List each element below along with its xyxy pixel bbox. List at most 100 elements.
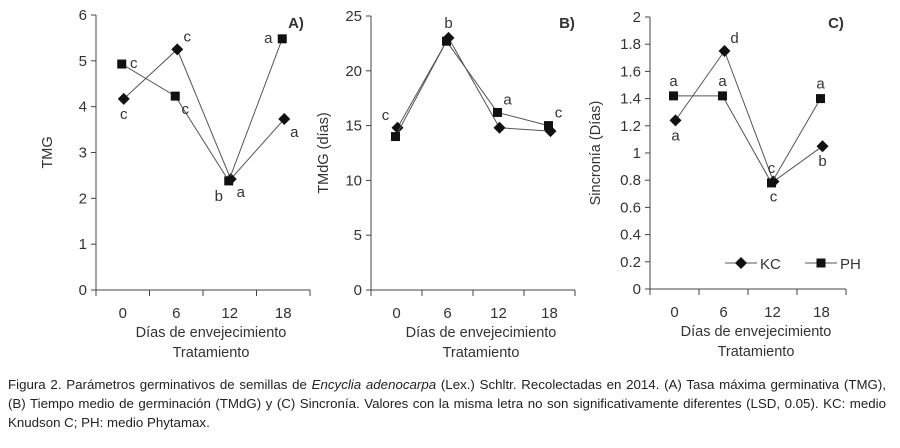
x-tick-label: 12 — [764, 304, 781, 321]
data-point-KC — [718, 45, 731, 57]
series-line-KC — [397, 36, 551, 132]
significance-letter: c — [770, 189, 778, 206]
y-tick-label: 0 — [79, 282, 87, 299]
x-tick-label: 0 — [119, 305, 127, 322]
significance-letter: c — [182, 101, 190, 118]
series-line-PH — [121, 38, 283, 183]
data-point-PH — [170, 91, 180, 101]
y-axis-label: Sincronía (Días) — [588, 101, 604, 206]
significance-letter: c — [130, 55, 138, 72]
data-point-KC — [816, 140, 829, 153]
significance-letter: a — [671, 127, 680, 144]
legend-label: PH — [840, 256, 861, 273]
y-tick-label: 3 — [79, 145, 87, 162]
x-axis-label-2: Tratamiento — [443, 345, 520, 361]
x-tick-label: 0 — [670, 304, 678, 321]
y-tick-label: 1.4 — [620, 91, 641, 108]
y-tick-label: 5 — [79, 53, 87, 70]
data-point-KC — [171, 43, 184, 56]
x-tick-label: 18 — [541, 305, 558, 322]
significance-letter: a — [237, 184, 246, 201]
series-line-PH — [673, 95, 821, 184]
x-tick-label: 18 — [275, 305, 292, 322]
significance-letter: b — [818, 153, 826, 170]
significance-letter: c — [382, 107, 390, 124]
caption-suffix: (Lex.) Schltr. Recolectadas en 2014. (A)… — [8, 377, 887, 430]
significance-letter: a — [669, 73, 678, 90]
x-axis-label: Días de envejecimiento — [136, 325, 287, 341]
x-tick-label: 12 — [490, 305, 507, 322]
y-tick-label: 5 — [354, 227, 362, 244]
x-tick-label: 6 — [719, 304, 727, 321]
series-line-PH — [395, 40, 549, 137]
caption-species: Encyclia adenocarpa — [311, 377, 437, 392]
panel-label: B) — [559, 15, 575, 32]
significance-letter: a — [503, 91, 512, 108]
data-point-KC — [117, 92, 130, 105]
data-point-PH — [117, 59, 127, 69]
chart-panel-1: 0 5 10 15 20 25 0 6 12 18 Días de envejecimiento Tr… — [316, 8, 576, 361]
data-point-PH — [224, 176, 234, 186]
y-tick-label: 0.8 — [620, 172, 641, 189]
legend-marker-PH — [816, 258, 826, 268]
data-point-PH — [767, 178, 776, 188]
panel-label: A) — [288, 15, 304, 32]
data-point-PH — [493, 107, 502, 117]
y-tick-label: 1.8 — [620, 36, 641, 53]
legend-marker-KC — [735, 257, 747, 269]
significance-letter: c — [120, 106, 128, 123]
significance-letter: c — [184, 28, 192, 45]
x-axis-label-2: Tratamiento — [718, 344, 795, 360]
y-tick-label: 6 — [79, 7, 87, 24]
y-tick-label: 10 — [345, 172, 362, 189]
caption-prefix: Figura 2. Parámetros germinativos de sem… — [8, 377, 312, 392]
x-tick-label: 0 — [392, 305, 400, 322]
y-tick-label: 15 — [345, 118, 362, 135]
y-tick-label: 0 — [633, 281, 641, 298]
y-tick-label: 2 — [633, 9, 641, 26]
significance-letter: d — [730, 30, 738, 47]
x-axis-label-2: Tratamiento — [173, 345, 250, 361]
y-tick-label: 0.6 — [620, 199, 641, 216]
significance-letter: b — [444, 15, 452, 32]
significance-letter: a — [816, 76, 825, 93]
data-point-KC — [391, 121, 404, 134]
data-point-PH — [544, 121, 553, 131]
y-tick-label: 1 — [79, 236, 87, 253]
data-point-KC — [493, 121, 506, 134]
legend-label: KC — [760, 256, 781, 273]
y-tick-label: 0.2 — [620, 254, 641, 271]
data-point-PH — [669, 91, 678, 101]
data-point-PH — [391, 132, 400, 142]
y-tick-label: 25 — [345, 8, 362, 25]
y-axis-label: TMG — [40, 136, 56, 168]
y-axis-label: TMdG (días) — [316, 112, 332, 193]
y-tick-label: 4 — [79, 99, 87, 116]
figure-caption: Figura 2. Parámetros germinativos de sem… — [8, 375, 886, 432]
x-tick-label: 6 — [172, 305, 180, 322]
series-line-KC — [675, 49, 823, 183]
data-point-PH — [277, 34, 287, 44]
data-point-KC — [278, 113, 291, 126]
y-tick-label: 1.6 — [620, 63, 641, 80]
chart-panel-2: 0 0.2 0.4 0.6 0.8 1 1.2 1.4 1.6 1.8 2 0 6 12 18 Días de… — [588, 9, 861, 360]
significance-letter: c — [555, 105, 563, 122]
x-tick-label: 18 — [813, 304, 830, 321]
data-point-PH — [816, 94, 825, 104]
data-point-PH — [718, 91, 727, 101]
y-tick-label: 2 — [79, 190, 87, 207]
x-tick-label: 12 — [221, 305, 238, 322]
y-tick-label: 1.2 — [620, 118, 641, 135]
y-tick-label: 0.4 — [620, 227, 641, 244]
data-point-KC — [669, 114, 682, 127]
y-tick-label: 0 — [354, 282, 362, 299]
x-axis-label: Días de envejecimiento — [681, 324, 832, 340]
series-line-KC — [123, 48, 285, 181]
significance-letter: a — [264, 30, 273, 47]
significance-letter: a — [718, 73, 727, 90]
y-tick-label: 1 — [633, 145, 641, 162]
data-point-PH — [442, 36, 451, 46]
x-tick-label: 6 — [443, 305, 451, 322]
